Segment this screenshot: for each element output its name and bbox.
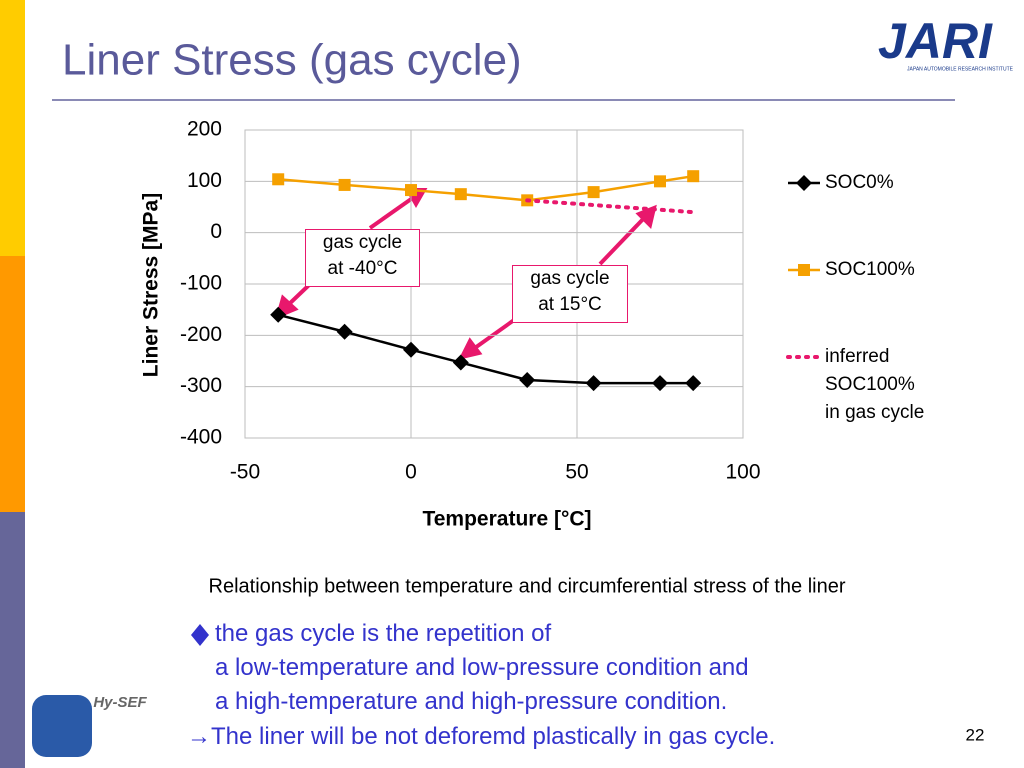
footer-logo-shape <box>32 695 92 757</box>
series-line <box>525 198 696 215</box>
x-tick-label: 0 <box>405 461 417 484</box>
bullet-text: a high-temperature and high-pressure con… <box>215 688 728 715</box>
x-tick-label: 50 <box>565 461 588 484</box>
legend-marker <box>798 264 810 276</box>
y-tick-label: 200 <box>187 118 222 141</box>
logo: JARI <box>878 13 993 69</box>
side-bar <box>0 0 25 256</box>
legend-label: SOC0% <box>825 172 894 193</box>
annotation: gas cycle at 15°C <box>512 265 628 323</box>
bullet-text: →The liner will be not deforemd plastica… <box>187 723 776 750</box>
x-tick-label: 100 <box>725 461 760 484</box>
point <box>687 170 700 183</box>
bullet-text: the gas cycle is the repetition of <box>215 620 552 647</box>
bullet-marker <box>191 624 209 646</box>
y-tick-label: -300 <box>180 374 222 397</box>
annotation: gas cycle at -40°C <box>305 229 420 287</box>
page-number: 22 <box>966 725 985 744</box>
point <box>405 184 417 197</box>
point <box>652 375 668 392</box>
point <box>452 354 469 371</box>
footer-logo: Hy-SEF <box>93 694 147 711</box>
caption: Relationship between temperature and cir… <box>209 575 846 597</box>
logo-subtitle: JAPAN AUTOMOBILE RESEARCH INSTITUTE <box>907 66 1014 72</box>
bullet-text: a low-temperature and low-pressure condi… <box>215 654 749 681</box>
legend-label: inferred SOC100% in gas cycle <box>825 346 925 423</box>
side-bar <box>0 256 25 512</box>
y-tick-label: 0 <box>210 220 222 243</box>
point <box>585 375 602 392</box>
point <box>654 175 666 188</box>
point <box>519 371 536 388</box>
legend-label: SOC100% <box>825 259 915 280</box>
series-line <box>278 174 694 202</box>
series-line <box>277 313 694 385</box>
y-tick-label: -200 <box>180 323 222 346</box>
point <box>272 173 285 186</box>
x-tick-label: -50 <box>230 461 260 484</box>
point <box>587 186 600 199</box>
point <box>454 188 467 201</box>
point <box>270 306 287 323</box>
point <box>336 323 353 340</box>
point <box>338 178 351 191</box>
point <box>685 375 702 392</box>
y-tick-label: -400 <box>180 426 222 449</box>
slide-title: Liner Stress (gas cycle) <box>62 36 522 85</box>
x-axis-label: Temperature [°C] <box>422 508 591 531</box>
legend-marker <box>796 175 812 191</box>
y-tick-label: 100 <box>187 169 222 192</box>
y-tick-label: -100 <box>180 272 222 295</box>
side-bar <box>0 512 25 768</box>
y-axis-label: Liner Stress [MPa] <box>140 193 163 377</box>
point <box>403 341 419 358</box>
